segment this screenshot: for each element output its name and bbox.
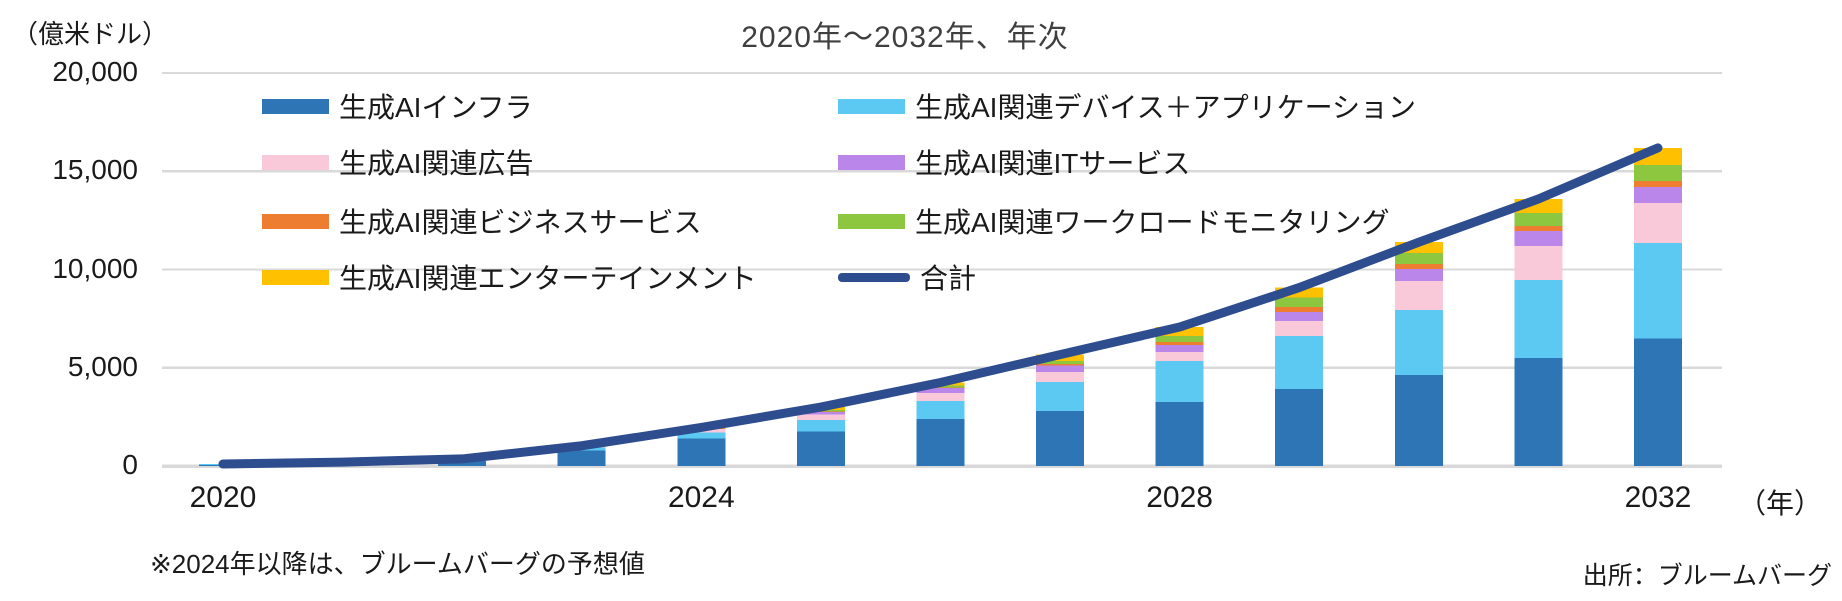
bar-segment — [1394, 269, 1443, 281]
legend-color-swatch — [262, 154, 329, 170]
bar-segment — [1633, 202, 1682, 243]
bar-segment — [916, 418, 965, 466]
legend-label: 生成AI関連デバイス＋アプリケーション — [915, 92, 1417, 123]
bar-segment — [1514, 245, 1563, 280]
forecast-footnote: ※2024年以降は、ブルームバーグの予想値 — [150, 549, 645, 579]
bar-segment — [438, 461, 487, 466]
legend-item: 生成AI関連ワークロードモニタリング — [838, 204, 1389, 238]
bar-segment — [1155, 352, 1204, 361]
chart-title: 2020年～2032年、年次 — [741, 21, 1069, 54]
bar-segment — [916, 387, 965, 389]
legend-label: 生成AI関連ビジネスサービス — [339, 207, 702, 238]
legend-label: 合計 — [920, 263, 977, 294]
legend-item: 生成AI関連エンターテインメント — [262, 260, 757, 294]
bar-segment — [557, 450, 606, 466]
x-tick-label: 2032 — [1624, 481, 1692, 514]
bar-segment — [1514, 230, 1563, 246]
legend-label: 生成AIインフラ — [339, 92, 533, 123]
legend-label: 生成AI関連ITサービス — [915, 148, 1191, 179]
y-axis-unit-label: （億米ドル） — [12, 19, 169, 49]
bar-segment — [916, 392, 965, 401]
y-tick-label: 15,000 — [52, 154, 138, 186]
legend-color-swatch — [262, 98, 329, 114]
source-credit: 出所：ブルームバーグ — [1582, 562, 1832, 590]
bar-segment — [796, 419, 845, 432]
bar-segment — [916, 400, 965, 419]
bar-segment — [1514, 225, 1563, 231]
bar-segment — [916, 387, 965, 393]
bar-segment — [796, 431, 845, 466]
bar-segment — [1275, 297, 1324, 308]
legend-item: 合計 — [838, 260, 976, 294]
legend-item: 生成AI関連ビジネスサービス — [262, 204, 701, 238]
bar-segment — [1275, 287, 1324, 298]
bar-segment — [1036, 364, 1085, 366]
bar-segment — [796, 411, 845, 413]
bar-segment — [1155, 336, 1204, 343]
bar-segment — [1036, 410, 1085, 466]
bar-segment — [1394, 253, 1443, 265]
legend-item: 生成AI関連ITサービス — [838, 145, 1190, 179]
bar-segment — [1155, 401, 1204, 466]
bar-segment — [677, 438, 726, 466]
x-tick-label: 2024 — [667, 481, 735, 514]
bar-segment — [1394, 242, 1443, 254]
legend-color-swatch — [838, 98, 905, 114]
y-tick-label: 5,000 — [67, 350, 138, 382]
y-tick-label: 10,000 — [52, 252, 138, 284]
bar-segment — [1394, 264, 1443, 270]
bar-segment — [796, 411, 845, 415]
legend-item: 生成AI関連デバイス＋アプリケーション — [838, 89, 1416, 123]
bar-segment — [1275, 388, 1324, 466]
bar-segment — [1394, 375, 1443, 466]
y-tick-label: 0 — [122, 449, 138, 480]
x-tick-label: 2020 — [189, 481, 257, 514]
bar-segment — [1036, 360, 1085, 365]
bar-segment — [1514, 212, 1563, 226]
bar-segment — [1633, 186, 1682, 203]
x-axis-unit-label: （年） — [1738, 488, 1823, 519]
legend-item: 生成AI関連広告 — [262, 145, 533, 179]
bar-segment — [1394, 309, 1443, 376]
legend-color-swatch — [262, 213, 329, 229]
bar-segment — [1036, 365, 1085, 372]
bar-segment — [1394, 280, 1443, 310]
bar-segment — [1275, 336, 1324, 389]
x-tick-label: 2028 — [1146, 481, 1213, 514]
bar-segment — [1275, 320, 1324, 337]
bar-segment — [1633, 164, 1682, 182]
y-tick-label: 20,000 — [52, 56, 138, 87]
bar-segment — [1155, 360, 1204, 402]
bar-segment — [1633, 181, 1682, 187]
legend-color-swatch — [838, 154, 905, 170]
bar-segment — [796, 414, 845, 420]
bar-segment — [1275, 307, 1324, 312]
bar-segment — [1633, 338, 1682, 466]
total-line — [218, 143, 1663, 469]
bar-segment — [1275, 311, 1324, 321]
legend-color-swatch — [262, 269, 329, 285]
bar-segment — [1036, 381, 1085, 411]
bar-segment — [1633, 242, 1682, 339]
legend-item: 生成AIインフラ — [262, 89, 533, 123]
legend-label: 生成AI関連広告 — [339, 148, 534, 179]
bar-segment — [1514, 279, 1563, 358]
bar-segment — [1036, 371, 1085, 382]
legend-line-marker — [838, 272, 910, 282]
bar-segment — [1155, 344, 1204, 353]
bar-segment — [1155, 342, 1204, 345]
bar-segment — [1514, 357, 1563, 466]
bar-segment — [677, 432, 726, 439]
legend-color-swatch — [838, 213, 905, 229]
legend-label: 生成AI関連エンターテインメント — [339, 263, 757, 294]
legend-label: 生成AI関連ワークロードモニタリング — [915, 207, 1390, 238]
